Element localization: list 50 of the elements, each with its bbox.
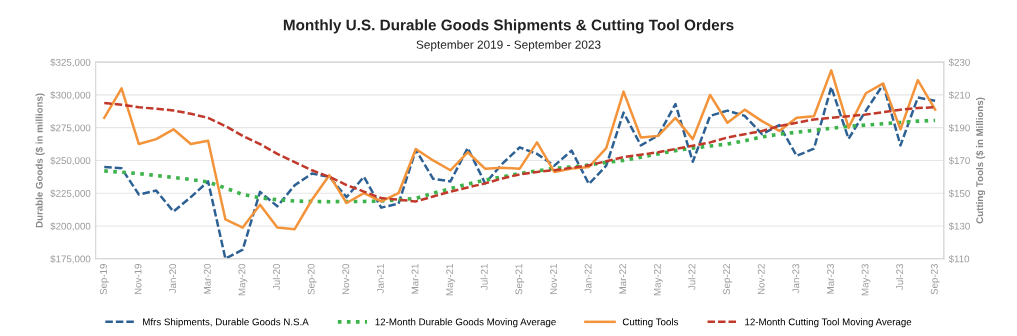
y2-tick-label: $150	[948, 189, 970, 198]
y-tick-label: $200,000	[50, 222, 91, 231]
x-tick-label: Jul-22	[688, 264, 696, 290]
y2-tick-label: $190	[948, 124, 970, 132]
y2-tick-label: $210	[948, 91, 970, 100]
y2-tick-label: $110	[948, 255, 970, 263]
line-series	[103, 83, 937, 259]
legend-label: 12-Month Durable Goods Moving Average	[375, 318, 556, 328]
x-tick-label: May-20	[238, 263, 248, 296]
x-tick-label: Jul-21	[480, 264, 488, 290]
x-tick-label: Nov-20	[342, 263, 350, 295]
legend-label: 12-Month Cutting Tool Moving Average	[745, 318, 912, 328]
x-tick-label: Jan-22	[584, 264, 592, 294]
x-tick-label: Sep-22	[723, 264, 732, 295]
x-tick-label: Nov-22	[757, 264, 765, 295]
x-tick-label: Sep-21	[515, 264, 525, 295]
y2-tick-label: $130	[948, 222, 970, 231]
x-tick-label: Mar-22	[619, 264, 627, 294]
x-tick-label: Nov-19	[134, 264, 142, 295]
line-series	[102, 118, 937, 204]
x-tick-label: Sep-20	[307, 263, 317, 295]
y-tick-label: $250,000	[50, 156, 91, 166]
x-tick-label: Mar-23	[826, 264, 834, 294]
x-tick-label: Mar-21	[411, 264, 419, 294]
x-tick-label: Jul-20	[272, 263, 280, 290]
x-tick-label: Jan-21	[376, 264, 384, 294]
legend-label: Mfrs Shipments, Durable Goods N.S.A	[143, 318, 309, 328]
x-tick-label: Nov-21	[550, 264, 557, 295]
x-tick-label: May-22	[653, 264, 663, 296]
x-tick-label: Sep-19	[99, 264, 109, 295]
y-tick-label: $300,000	[50, 91, 91, 100]
y2-axis-title: Cutting Tools ($ in Millions)	[975, 97, 986, 224]
y-tick-label: $325,000	[50, 58, 91, 67]
x-tick-label: Jul-23	[895, 264, 904, 290]
x-tick-label: May-23	[861, 264, 871, 296]
y2-tick-label: $170	[948, 156, 970, 165]
y-tick-label: $175,000	[50, 255, 91, 264]
line-series	[103, 69, 937, 231]
x-tick-label: Mar-20	[203, 263, 211, 294]
y2-tick-label: $230	[948, 58, 970, 67]
y-tick-label: $275,000	[50, 124, 91, 133]
chart-title: Monthly U.S. Durable Goods Shipments & Cutting Tool Orders	[283, 19, 734, 34]
x-tick-label: Jan-20	[169, 263, 177, 294]
legend-label: Cutting Tools	[622, 318, 679, 328]
y-axis-title: Durable Goods ($ in millions)	[35, 93, 45, 228]
x-tick-label: Jan-23	[792, 264, 800, 294]
x-tick-label: Sep-23	[930, 264, 940, 295]
chart-subtitle: September 2019 - September 2023	[416, 40, 601, 52]
x-tick-label: May-21	[446, 264, 455, 296]
y-tick-label: $225,000	[50, 189, 91, 198]
